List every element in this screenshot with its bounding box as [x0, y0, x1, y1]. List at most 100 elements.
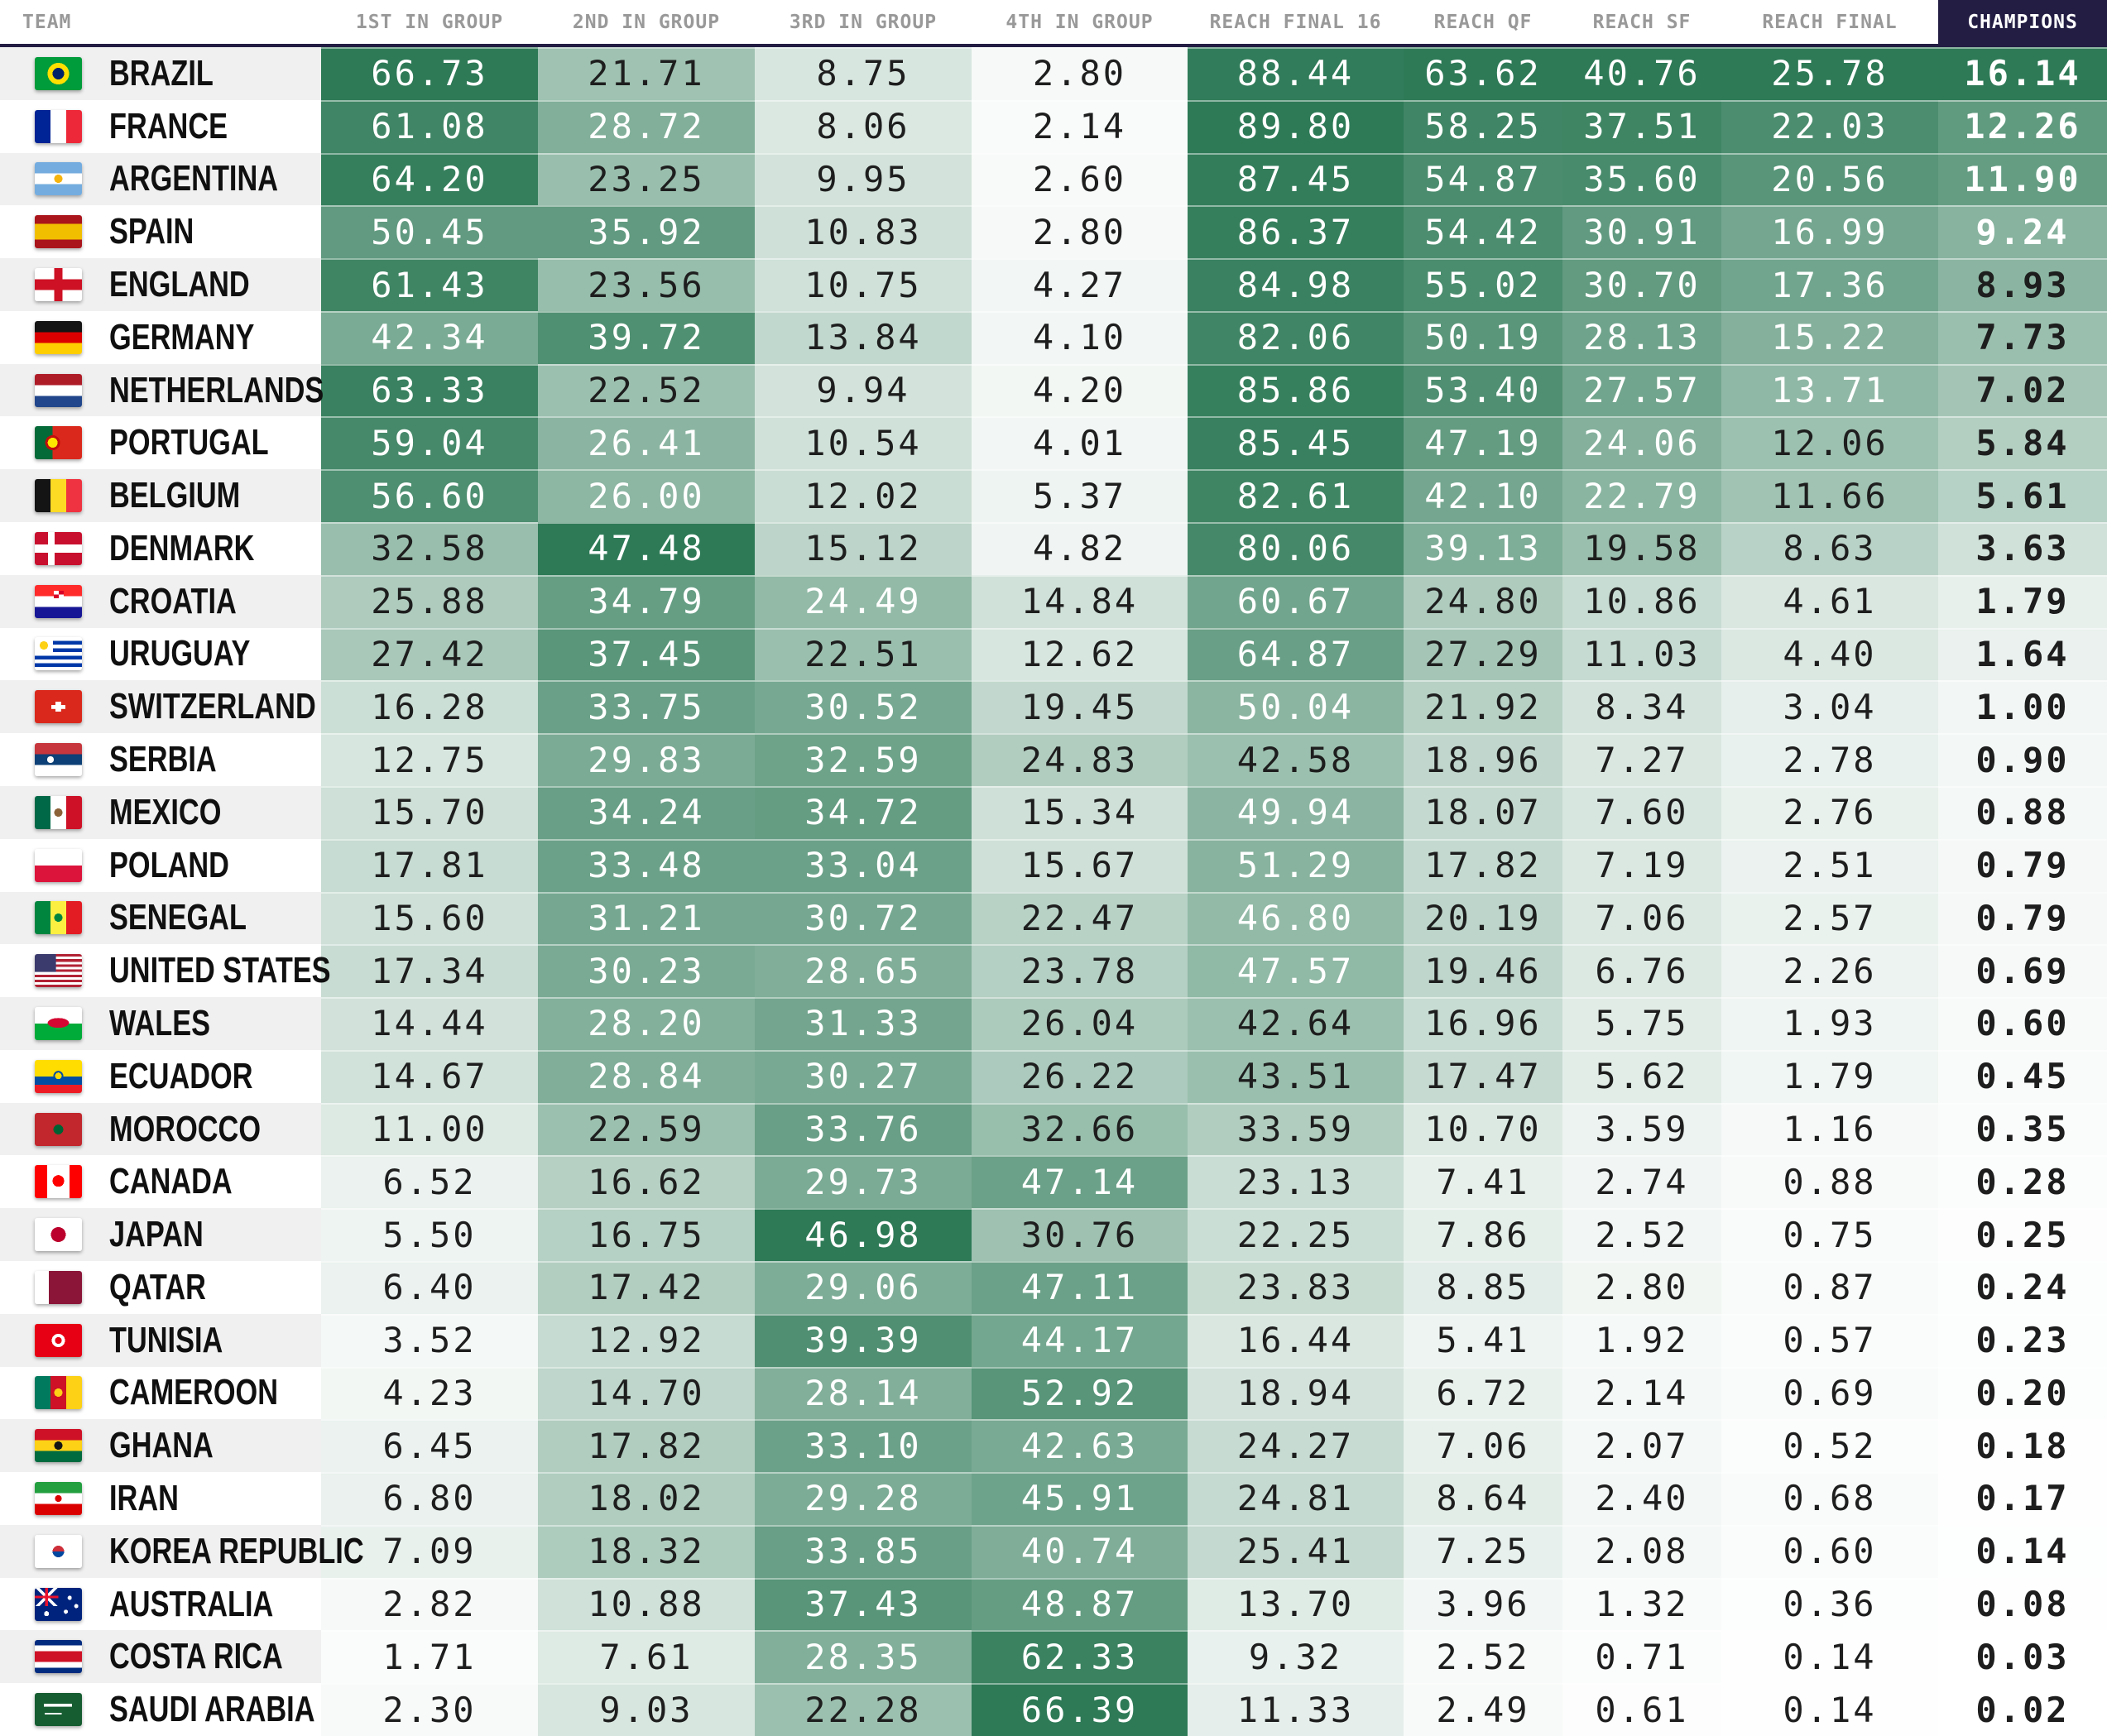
team-row-united-states: UNITED STATES [0, 944, 331, 998]
column-header-champions[interactable]: CHAMPIONS [1938, 0, 2107, 47]
team-name: BRAZIL [109, 52, 214, 94]
column-header-team[interactable]: TEAM [0, 0, 321, 47]
cell-reach-final: 16.99 [1721, 205, 1938, 259]
team-row-belgium: BELGIUM [0, 469, 321, 523]
cell-second-in-group: 12.92 [538, 1313, 755, 1367]
column-header-reach-final-16[interactable]: REACH FINAL 16 [1188, 0, 1404, 47]
cell-third-in-group: 8.06 [755, 99, 972, 153]
cell-reach-sf: 2.40 [1562, 1472, 1721, 1525]
cell-reach-qf: 63.62 [1404, 47, 1562, 100]
cell-fourth-in-group: 47.11 [972, 1260, 1188, 1314]
cell-first-in-group: 17.34 [321, 944, 538, 998]
cell-champions: 0.17 [1938, 1472, 2107, 1525]
cell-champions: 0.90 [1938, 733, 2107, 786]
cell-first-in-group: 11.00 [321, 1102, 538, 1156]
cell-reach-sf: 35.60 [1562, 152, 1721, 206]
team-name: SPAIN [109, 211, 194, 252]
cell-reach-final-16: 88.44 [1188, 47, 1404, 100]
cell-reach-final: 0.52 [1721, 1419, 1938, 1473]
cell-reach-final: 0.36 [1721, 1577, 1938, 1631]
team-row-canada: CANADA [0, 1155, 321, 1209]
cell-reach-final-16: 18.94 [1188, 1366, 1404, 1420]
cell-second-in-group: 33.48 [538, 838, 755, 892]
cell-champions: 1.64 [1938, 627, 2107, 681]
flag-icon-ghana [35, 1429, 82, 1463]
column-header-fourth-in-group[interactable]: 4TH IN GROUP [972, 0, 1188, 47]
cell-champions: 0.14 [1938, 1524, 2107, 1578]
cell-fourth-in-group: 4.82 [972, 522, 1188, 575]
cell-third-in-group: 30.52 [755, 680, 972, 734]
cell-champions: 0.08 [1938, 1577, 2107, 1631]
team-name: FRANCE [109, 105, 228, 146]
cell-reach-qf: 54.42 [1404, 205, 1562, 259]
cell-third-in-group: 28.14 [755, 1366, 972, 1420]
cell-reach-sf: 5.75 [1562, 997, 1721, 1050]
cell-reach-final-16: 43.51 [1188, 1049, 1404, 1103]
cell-champions: 3.63 [1938, 522, 2107, 575]
cell-reach-final-16: 9.32 [1188, 1630, 1404, 1684]
column-header-second-in-group[interactable]: 2ND IN GROUP [538, 0, 755, 47]
cell-reach-sf: 2.08 [1562, 1524, 1721, 1578]
cell-second-in-group: 33.75 [538, 680, 755, 734]
cell-first-in-group: 5.50 [321, 1208, 538, 1261]
cell-reach-final-16: 42.58 [1188, 733, 1404, 786]
cell-reach-final-16: 89.80 [1188, 99, 1404, 153]
team-row-france: FRANCE [0, 99, 321, 153]
cell-first-in-group: 2.82 [321, 1577, 538, 1631]
team-row-poland: POLAND [0, 838, 321, 892]
cell-champions: 0.35 [1938, 1102, 2107, 1156]
team-row-portugal: PORTUGAL [0, 416, 321, 470]
cell-fourth-in-group: 52.92 [972, 1366, 1188, 1420]
cell-first-in-group: 1.71 [321, 1630, 538, 1684]
cell-reach-qf: 55.02 [1404, 258, 1562, 311]
column-header-reach-sf[interactable]: REACH SF [1562, 0, 1721, 47]
cell-second-in-group: 18.02 [538, 1472, 755, 1525]
cell-fourth-in-group: 2.60 [972, 152, 1188, 206]
team-name: ENGLAND [109, 264, 250, 305]
cell-reach-qf: 7.25 [1404, 1524, 1562, 1578]
flag-icon-morocco [35, 1112, 82, 1146]
cell-reach-final: 0.60 [1721, 1524, 1938, 1578]
flag-icon-costa-rica [35, 1640, 82, 1674]
cell-reach-sf: 30.91 [1562, 205, 1721, 259]
flag-icon-tunisia [35, 1323, 82, 1357]
team-name: KOREA REPUBLIC [109, 1530, 364, 1571]
cell-reach-final-16: 23.13 [1188, 1155, 1404, 1209]
team-name: NETHERLANDS [109, 369, 324, 410]
cell-first-in-group: 6.52 [321, 1155, 538, 1209]
cell-reach-final: 0.87 [1721, 1260, 1938, 1314]
cell-reach-qf: 7.86 [1404, 1208, 1562, 1261]
cell-first-in-group: 6.80 [321, 1472, 538, 1525]
cell-fourth-in-group: 4.20 [972, 363, 1188, 417]
cell-reach-sf: 7.19 [1562, 838, 1721, 892]
column-header-third-in-group[interactable]: 3RD IN GROUP [755, 0, 972, 47]
cell-champions: 0.02 [1938, 1683, 2107, 1736]
cell-reach-qf: 21.92 [1404, 680, 1562, 734]
cell-third-in-group: 29.28 [755, 1472, 972, 1525]
team-row-saudi-arabia: SAUDI ARABIA [0, 1683, 321, 1736]
column-header-reach-final[interactable]: REACH FINAL [1721, 0, 1938, 47]
cell-fourth-in-group: 32.66 [972, 1102, 1188, 1156]
team-name: SENEGAL [109, 897, 247, 938]
cell-reach-sf: 2.14 [1562, 1366, 1721, 1420]
column-header-first-in-group[interactable]: 1ST IN GROUP [321, 0, 538, 47]
cell-reach-final-16: 82.06 [1188, 310, 1404, 364]
team-row-argentina: ARGENTINA [0, 152, 321, 206]
cell-fourth-in-group: 47.14 [972, 1155, 1188, 1209]
cell-reach-final-16: 33.59 [1188, 1102, 1404, 1156]
cell-reach-sf: 3.59 [1562, 1102, 1721, 1156]
cell-third-in-group: 9.95 [755, 152, 972, 206]
cell-third-in-group: 30.27 [755, 1049, 972, 1103]
cell-reach-sf: 0.61 [1562, 1683, 1721, 1736]
cell-fourth-in-group: 24.83 [972, 733, 1188, 786]
cell-reach-final: 8.63 [1721, 522, 1938, 575]
cell-reach-final-16: 47.57 [1188, 944, 1404, 998]
column-header-reach-qf[interactable]: REACH QF [1404, 0, 1562, 47]
team-name: IRAN [109, 1477, 179, 1518]
cell-fourth-in-group: 2.14 [972, 99, 1188, 153]
cell-second-in-group: 37.45 [538, 627, 755, 681]
cell-reach-final: 20.56 [1721, 152, 1938, 206]
cell-third-in-group: 15.12 [755, 522, 972, 575]
cell-reach-final: 0.68 [1721, 1472, 1938, 1525]
cell-first-in-group: 25.88 [321, 574, 538, 628]
